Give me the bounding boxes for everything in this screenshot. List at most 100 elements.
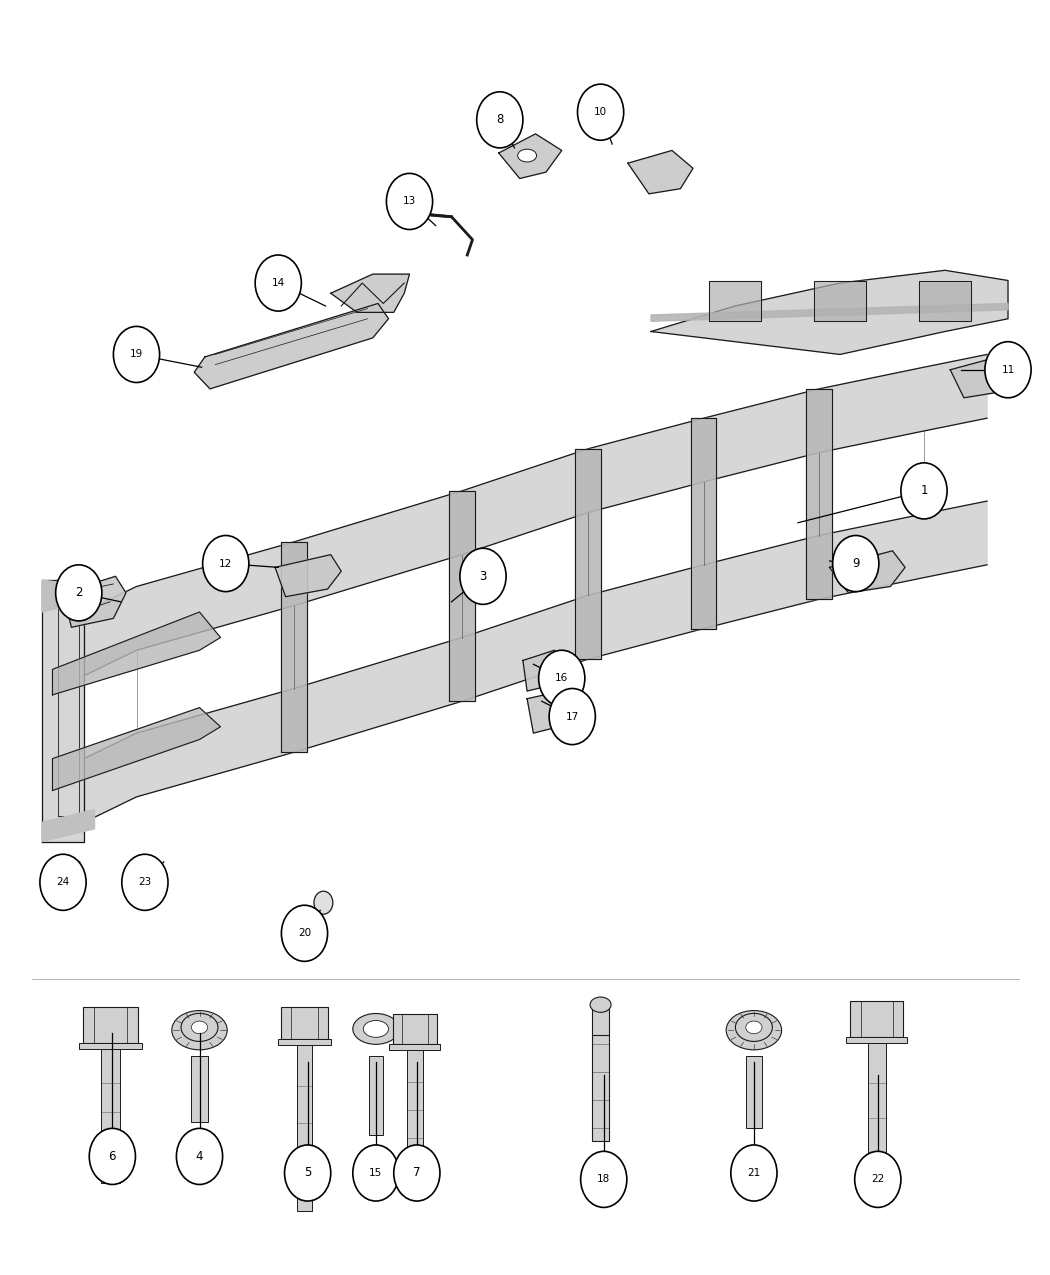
Polygon shape <box>651 303 1008 321</box>
Text: 19: 19 <box>130 349 143 360</box>
Circle shape <box>460 548 506 604</box>
Polygon shape <box>79 1043 142 1049</box>
Ellipse shape <box>735 1014 773 1042</box>
Circle shape <box>203 536 249 592</box>
Polygon shape <box>628 150 693 194</box>
Circle shape <box>833 536 879 592</box>
Polygon shape <box>846 1037 907 1043</box>
Text: 8: 8 <box>496 113 504 126</box>
Text: 18: 18 <box>597 1174 610 1184</box>
Polygon shape <box>52 612 220 695</box>
Text: 13: 13 <box>403 196 416 207</box>
Circle shape <box>578 84 624 140</box>
Circle shape <box>394 1145 440 1201</box>
Polygon shape <box>850 1001 903 1037</box>
Circle shape <box>56 565 102 621</box>
Circle shape <box>314 891 333 914</box>
Circle shape <box>855 1151 901 1207</box>
Text: 7: 7 <box>413 1167 421 1179</box>
Polygon shape <box>919 280 971 321</box>
Polygon shape <box>499 134 562 179</box>
Text: 3: 3 <box>479 570 487 583</box>
Circle shape <box>901 463 947 519</box>
Text: 21: 21 <box>748 1168 760 1178</box>
Circle shape <box>581 1151 627 1207</box>
Circle shape <box>113 326 160 382</box>
Polygon shape <box>746 1056 762 1128</box>
Polygon shape <box>575 449 601 659</box>
Text: 23: 23 <box>139 877 151 887</box>
Circle shape <box>539 650 585 706</box>
Polygon shape <box>63 576 126 627</box>
Circle shape <box>386 173 433 230</box>
Text: 4: 4 <box>195 1150 204 1163</box>
Polygon shape <box>527 691 575 733</box>
Polygon shape <box>277 1039 332 1046</box>
Polygon shape <box>393 1014 437 1044</box>
Circle shape <box>731 1145 777 1201</box>
Polygon shape <box>867 1043 885 1202</box>
Text: 10: 10 <box>594 107 607 117</box>
Polygon shape <box>281 1007 328 1039</box>
Polygon shape <box>101 1049 120 1183</box>
Polygon shape <box>651 270 1008 354</box>
Ellipse shape <box>746 1021 762 1034</box>
Text: 15: 15 <box>370 1168 382 1178</box>
Circle shape <box>985 342 1031 398</box>
Polygon shape <box>523 650 562 691</box>
Ellipse shape <box>191 1021 208 1034</box>
Text: 20: 20 <box>298 928 311 938</box>
Polygon shape <box>52 708 220 790</box>
Ellipse shape <box>590 997 611 1012</box>
Polygon shape <box>806 389 832 599</box>
Text: 11: 11 <box>1002 365 1014 375</box>
Polygon shape <box>194 303 388 389</box>
Circle shape <box>477 92 523 148</box>
Ellipse shape <box>727 1011 781 1049</box>
Text: 6: 6 <box>108 1150 117 1163</box>
Circle shape <box>285 1145 331 1201</box>
Text: 12: 12 <box>219 558 232 569</box>
Polygon shape <box>449 491 475 701</box>
Text: 24: 24 <box>57 877 69 887</box>
Polygon shape <box>83 1007 138 1043</box>
Circle shape <box>176 1128 223 1184</box>
Polygon shape <box>407 1049 422 1177</box>
Polygon shape <box>42 580 94 612</box>
Polygon shape <box>950 357 1008 398</box>
Text: 9: 9 <box>852 557 860 570</box>
Polygon shape <box>691 418 716 629</box>
Polygon shape <box>830 551 905 593</box>
Text: 16: 16 <box>555 673 568 683</box>
Polygon shape <box>390 1044 440 1049</box>
Polygon shape <box>297 1046 312 1211</box>
Polygon shape <box>369 1056 383 1135</box>
Text: 22: 22 <box>872 1174 884 1184</box>
Circle shape <box>281 905 328 961</box>
Ellipse shape <box>181 1014 218 1042</box>
Ellipse shape <box>353 1014 399 1044</box>
Circle shape <box>549 688 595 745</box>
Polygon shape <box>191 1056 208 1122</box>
Text: 17: 17 <box>566 711 579 722</box>
Circle shape <box>122 854 168 910</box>
Polygon shape <box>281 542 307 752</box>
Polygon shape <box>42 580 84 842</box>
Polygon shape <box>592 1007 609 1141</box>
Ellipse shape <box>363 1020 388 1038</box>
Polygon shape <box>84 501 987 822</box>
Polygon shape <box>814 280 866 321</box>
Text: 2: 2 <box>75 586 83 599</box>
Ellipse shape <box>518 149 537 162</box>
Text: 1: 1 <box>920 484 928 497</box>
Circle shape <box>89 1128 135 1184</box>
Circle shape <box>40 854 86 910</box>
Polygon shape <box>84 354 987 676</box>
Polygon shape <box>709 280 761 321</box>
Polygon shape <box>275 555 341 597</box>
Polygon shape <box>42 810 94 842</box>
Polygon shape <box>331 274 410 312</box>
Text: 14: 14 <box>272 278 285 288</box>
Ellipse shape <box>172 1011 227 1049</box>
Circle shape <box>353 1145 399 1201</box>
